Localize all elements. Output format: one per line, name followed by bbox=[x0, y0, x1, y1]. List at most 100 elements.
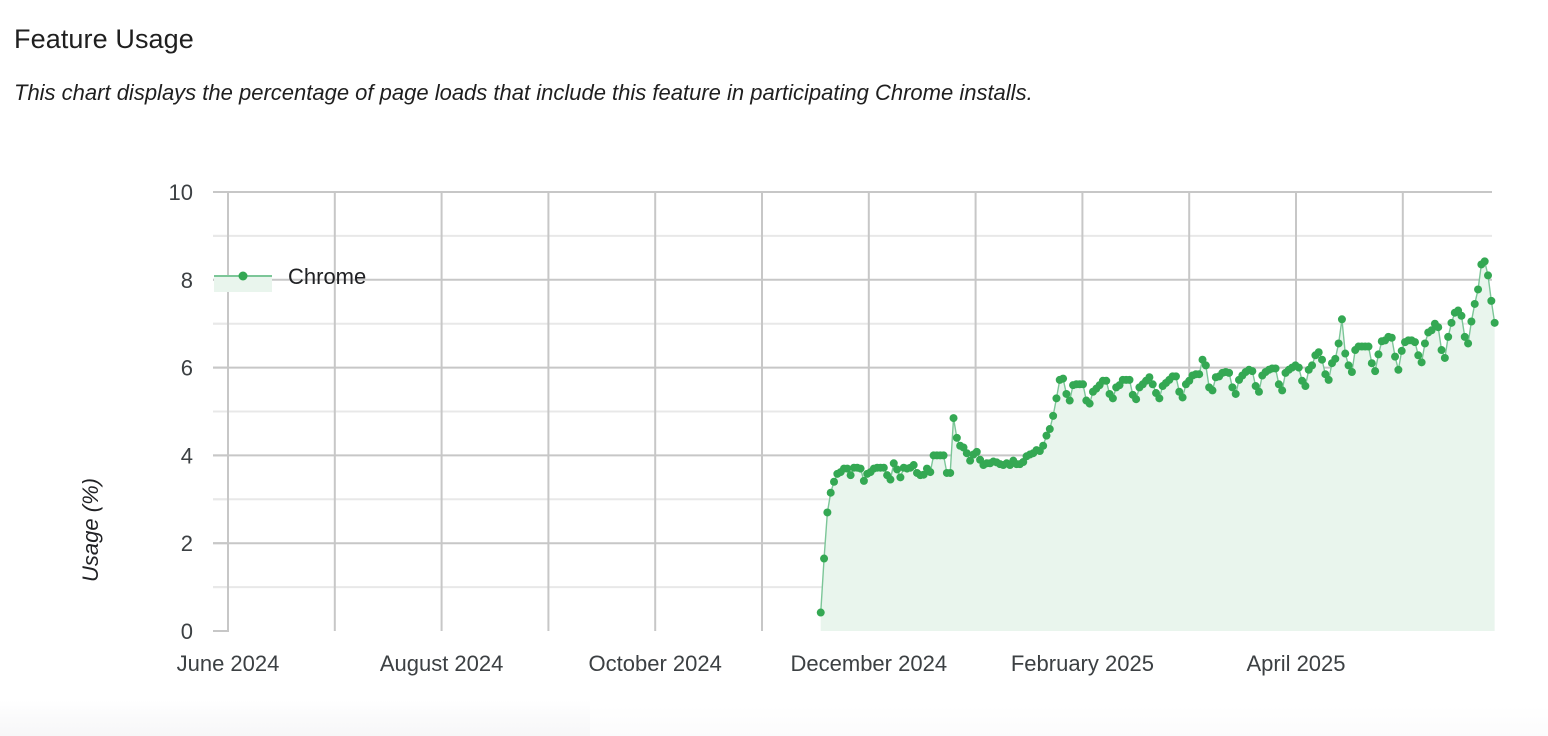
data-point[interactable] bbox=[1231, 389, 1240, 398]
data-point[interactable] bbox=[1059, 374, 1068, 383]
data-point[interactable] bbox=[966, 456, 975, 465]
data-point[interactable] bbox=[949, 414, 958, 423]
data-point[interactable] bbox=[1145, 373, 1154, 382]
data-point[interactable] bbox=[1308, 361, 1317, 370]
data-point[interactable] bbox=[926, 468, 935, 477]
data-point[interactable] bbox=[1414, 351, 1423, 360]
data-point[interactable] bbox=[1391, 352, 1400, 361]
data-point[interactable] bbox=[1440, 353, 1449, 362]
data-point[interactable] bbox=[1444, 332, 1453, 341]
data-point[interactable] bbox=[1467, 317, 1476, 326]
data-point[interactable] bbox=[939, 451, 948, 460]
data-point[interactable] bbox=[1208, 386, 1217, 395]
chart-legend[interactable]: Chrome bbox=[214, 264, 366, 292]
data-point[interactable] bbox=[1474, 285, 1483, 294]
data-point[interactable] bbox=[1480, 257, 1489, 266]
data-point[interactable] bbox=[1367, 359, 1376, 368]
data-point[interactable] bbox=[1324, 375, 1333, 384]
data-point[interactable] bbox=[919, 470, 928, 479]
data-point[interactable] bbox=[889, 459, 898, 468]
data-point[interactable] bbox=[1434, 323, 1443, 332]
data-point[interactable] bbox=[1417, 358, 1426, 367]
data-point[interactable] bbox=[1484, 271, 1493, 280]
data-point[interactable] bbox=[879, 463, 888, 472]
data-point[interactable] bbox=[1437, 346, 1446, 355]
data-point[interactable] bbox=[946, 468, 955, 477]
data-point[interactable] bbox=[820, 554, 829, 563]
data-point[interactable] bbox=[1457, 311, 1466, 320]
data-point[interactable] bbox=[972, 447, 981, 456]
data-point[interactable] bbox=[952, 433, 961, 442]
data-point[interactable] bbox=[1085, 399, 1094, 408]
data-point[interactable] bbox=[826, 488, 835, 497]
data-point[interactable] bbox=[1318, 355, 1327, 364]
data-point[interactable] bbox=[1045, 425, 1054, 434]
data-point[interactable] bbox=[1125, 375, 1134, 384]
data-point[interactable] bbox=[1271, 364, 1280, 373]
data-point[interactable] bbox=[1331, 354, 1340, 363]
data-point[interactable] bbox=[1301, 382, 1310, 391]
data-point[interactable] bbox=[1447, 318, 1456, 327]
data-point[interactable] bbox=[1344, 361, 1353, 370]
data-point[interactable] bbox=[823, 508, 832, 517]
data-point[interactable] bbox=[1155, 394, 1164, 403]
data-point[interactable] bbox=[1248, 367, 1257, 376]
data-point[interactable] bbox=[893, 465, 902, 474]
data-point[interactable] bbox=[1341, 349, 1350, 358]
data-point[interactable] bbox=[1132, 395, 1141, 404]
data-point[interactable] bbox=[1254, 387, 1263, 396]
data-point[interactable] bbox=[1374, 350, 1383, 359]
data-point[interactable] bbox=[846, 471, 855, 480]
data-point[interactable] bbox=[886, 475, 895, 484]
data-point[interactable] bbox=[1347, 367, 1356, 376]
data-point[interactable] bbox=[1201, 361, 1210, 370]
data-point[interactable] bbox=[843, 464, 852, 473]
data-point[interactable] bbox=[1294, 363, 1303, 372]
y-tick-label: 0 bbox=[181, 619, 193, 644]
data-point[interactable] bbox=[1148, 380, 1157, 389]
data-point[interactable] bbox=[1052, 394, 1061, 403]
data-point[interactable] bbox=[1049, 411, 1058, 420]
data-point[interactable] bbox=[1387, 333, 1396, 342]
data-point[interactable] bbox=[1371, 367, 1380, 376]
data-point[interactable] bbox=[1278, 386, 1287, 395]
data-point[interactable] bbox=[896, 473, 905, 482]
data-point[interactable] bbox=[1039, 441, 1048, 450]
data-point[interactable] bbox=[1062, 389, 1071, 398]
data-point[interactable] bbox=[1102, 376, 1111, 385]
data-point[interactable] bbox=[1065, 396, 1074, 405]
data-point[interactable] bbox=[1410, 338, 1419, 347]
data-point[interactable] bbox=[1195, 370, 1204, 379]
data-point[interactable] bbox=[1487, 296, 1496, 305]
data-point[interactable] bbox=[1042, 431, 1051, 440]
data-point[interactable] bbox=[830, 477, 839, 486]
data-point[interactable] bbox=[1464, 339, 1473, 348]
data-point[interactable] bbox=[1171, 372, 1180, 381]
data-point[interactable] bbox=[816, 608, 825, 617]
data-point[interactable] bbox=[1334, 339, 1343, 348]
data-point[interactable] bbox=[1108, 394, 1117, 403]
data-point[interactable] bbox=[1364, 342, 1373, 351]
usage-chart-container[interactable]: 0 2 4 6 8 10 June 2024 August 2024 October 2024… bbox=[0, 118, 1548, 688]
data-point[interactable] bbox=[1427, 326, 1436, 335]
data-point[interactable] bbox=[859, 476, 868, 485]
data-point[interactable] bbox=[909, 461, 918, 470]
legend-label-chrome[interactable]: Chrome bbox=[288, 264, 366, 289]
data-point[interactable] bbox=[1490, 318, 1499, 327]
chrome-data-points[interactable] bbox=[816, 257, 1499, 617]
feature-usage-chart[interactable]: 0 2 4 6 8 10 June 2024 August 2024 October 2024… bbox=[0, 118, 1548, 688]
data-point[interactable] bbox=[1397, 346, 1406, 355]
data-point[interactable] bbox=[1079, 380, 1087, 389]
data-point[interactable] bbox=[1228, 383, 1237, 392]
data-point[interactable] bbox=[1178, 393, 1187, 402]
data-point[interactable] bbox=[1470, 299, 1479, 308]
data-point[interactable] bbox=[1225, 368, 1234, 377]
data-point[interactable] bbox=[856, 464, 865, 473]
data-point[interactable] bbox=[1420, 339, 1429, 348]
data-point[interactable] bbox=[962, 449, 971, 458]
data-point[interactable] bbox=[1314, 348, 1323, 357]
data-point[interactable] bbox=[1394, 365, 1403, 374]
data-point[interactable] bbox=[1337, 315, 1346, 324]
data-point[interactable] bbox=[1460, 332, 1469, 341]
data-point[interactable] bbox=[1274, 380, 1283, 389]
